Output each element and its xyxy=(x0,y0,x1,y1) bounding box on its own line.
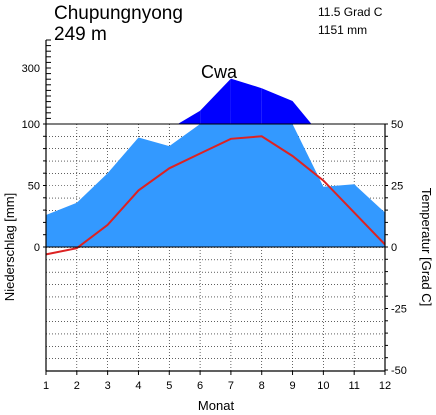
x-tick-label: 5 xyxy=(166,380,172,392)
x-tick-label: 9 xyxy=(289,380,295,392)
precipitation-area xyxy=(46,78,385,247)
station-name: Chupungnyong xyxy=(54,3,183,24)
temp-tick-label: 25 xyxy=(391,181,403,193)
precip-tick-label: 100 xyxy=(22,119,40,131)
precip-tick-label: 300 xyxy=(22,63,40,75)
temperature-line xyxy=(45,135,386,256)
y-axis-label-precipitation: Niederschlag [mm] xyxy=(2,193,17,301)
station-elevation: 249 m xyxy=(54,24,107,45)
precipitation-high-segment xyxy=(261,88,293,124)
x-tick-label: 6 xyxy=(197,380,203,392)
temp-tick-label: -50 xyxy=(391,365,407,377)
x-tick-label: 8 xyxy=(259,380,265,392)
precipitation-high-segment xyxy=(230,78,262,124)
x-tick-label: 2 xyxy=(74,380,80,392)
precipitation-high-segment xyxy=(292,101,312,124)
precipitation-area-fill xyxy=(46,124,385,247)
temp-tick-label: 50 xyxy=(391,119,403,131)
x-tick-label: 11 xyxy=(348,380,359,392)
x-tick-label: 1 xyxy=(43,380,49,392)
x-tick-label: 10 xyxy=(317,380,329,392)
temp-tick-label: 0 xyxy=(391,242,397,254)
y-axis-label-temperature: Temperatur [Grad C] xyxy=(419,188,434,307)
precip-tick-label: 0 xyxy=(34,242,40,254)
precipitation-high-segment xyxy=(200,78,231,124)
precip-tick-label: 50 xyxy=(28,181,40,193)
x-tick-label: 7 xyxy=(228,380,234,392)
temperature-line-group xyxy=(45,135,386,256)
temp-tick-label: -25 xyxy=(391,304,407,316)
climate-classification: Cwa xyxy=(201,62,238,82)
x-tick-label: 3 xyxy=(105,380,111,392)
precipitation-high-segment xyxy=(177,110,201,124)
x-axis-label: Monat xyxy=(198,398,235,413)
x-tick-label: 12 xyxy=(379,380,391,392)
x-tick-label: 4 xyxy=(135,380,141,392)
mean-temperature: 11.5 Grad C xyxy=(318,5,383,19)
annual-precipitation: 1151 mm xyxy=(318,23,367,37)
